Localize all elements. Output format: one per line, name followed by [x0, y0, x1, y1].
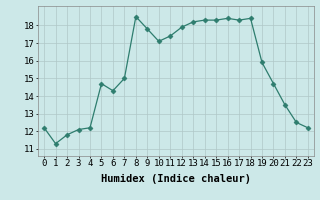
X-axis label: Humidex (Indice chaleur): Humidex (Indice chaleur)	[101, 174, 251, 184]
